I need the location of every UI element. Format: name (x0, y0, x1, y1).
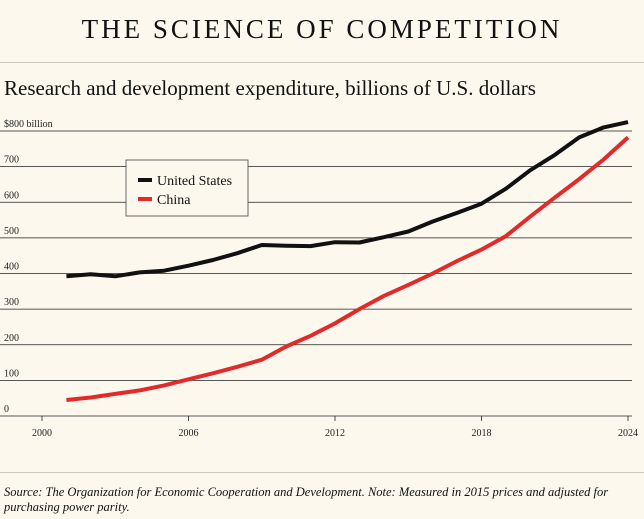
legend-label: China (157, 193, 191, 208)
source-divider (0, 472, 644, 473)
x-tick-label: 2018 (472, 428, 492, 439)
chart-axes: 0 100 200 300 400 500 600 700 $800 billion 2000 20… (4, 119, 638, 439)
y-tick-label: 100 (4, 368, 19, 379)
legend-label: United States (157, 174, 232, 189)
source-note: Source: The Organization for Economic Co… (4, 485, 609, 514)
x-tick-label: 2012 (325, 428, 345, 439)
y-tick-label: 500 (4, 226, 19, 237)
y-tick-label: 700 (4, 155, 19, 166)
chart-series (66, 120, 630, 402)
title-divider (0, 62, 644, 63)
x-tick-label: 2006 (179, 428, 199, 439)
x-tick-label: 2000 (32, 428, 52, 439)
line-chart: 0 100 200 300 400 500 600 700 $800 billion 2000 20… (0, 119, 638, 439)
chart-title: THE SCIENCE OF COMPETITION (81, 14, 563, 44)
y-tick-label: 600 (4, 190, 19, 201)
y-tick-label: 300 (4, 297, 19, 308)
series-line-united-states (66, 120, 629, 279)
y-tick-label: $800 billion (4, 119, 53, 130)
y-tick-label: 200 (4, 333, 19, 344)
chart-legend: United States China (125, 159, 249, 217)
chart-subtitle: Research and development expenditure, bi… (4, 76, 536, 100)
y-tick-label: 400 (4, 262, 19, 273)
legend-box (125, 159, 249, 217)
series-line-china (66, 135, 630, 402)
x-tick-label: 2024 (618, 428, 638, 439)
y-tick-label: 0 (4, 404, 9, 415)
